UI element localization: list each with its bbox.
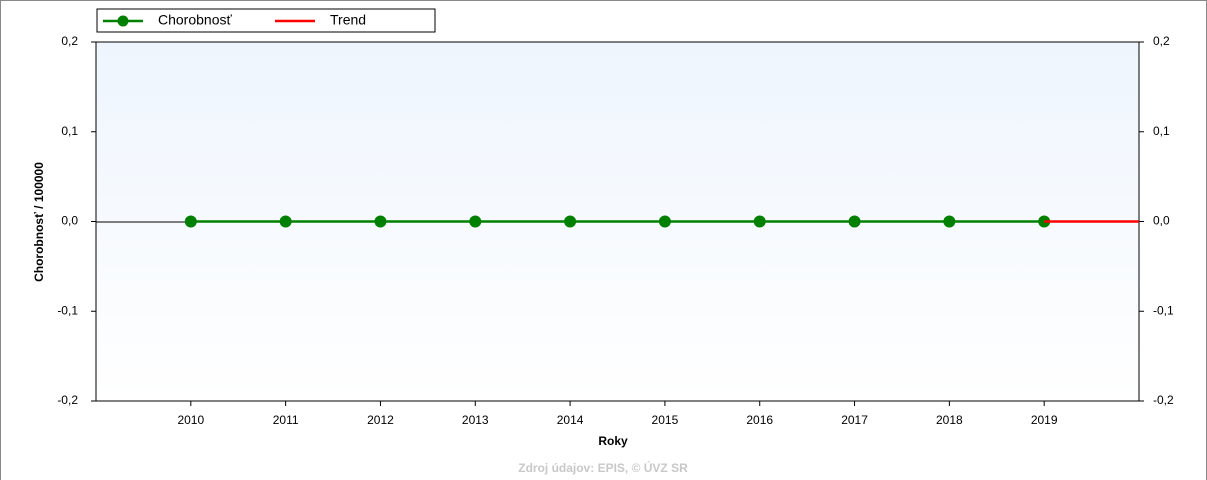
- x-tick-label: 2014: [557, 413, 584, 427]
- x-tick-label: 2018: [936, 413, 963, 427]
- x-tick-label: 2012: [367, 413, 394, 427]
- legend: [96, 8, 436, 33]
- y2-tick-label: -0,1: [1153, 303, 1174, 317]
- y2-tick-label: -0,2: [1153, 393, 1174, 407]
- x-tick-label: 2010: [177, 413, 204, 427]
- marker: [753, 215, 766, 228]
- x-axis-label: Roky: [598, 434, 628, 448]
- y-tick-label: -0,2: [57, 393, 78, 407]
- y-axis-label: Chorobnosť / 100000: [32, 162, 46, 282]
- y2-tick-label: 0,2: [1153, 34, 1170, 48]
- y2-tick-label: 0,0: [1153, 214, 1170, 228]
- source: Zdroj údajov: EPIS, © ÚVZ SR: [518, 460, 688, 475]
- y-tick-label: -0,1: [57, 303, 78, 317]
- y-tick-label: 0,2: [61, 34, 78, 48]
- x-tick-label: 2016: [746, 413, 773, 427]
- marker: [374, 215, 387, 228]
- marker: [469, 215, 482, 228]
- y-tick-label: 0,1: [61, 124, 78, 138]
- y-tick-label: 0,0: [61, 214, 78, 228]
- x-tick-label: 2017: [841, 413, 868, 427]
- legend-label: Chorobnosť: [158, 12, 232, 28]
- legend-label: Trend: [330, 12, 366, 28]
- marker: [279, 215, 292, 228]
- marker: [943, 215, 956, 228]
- marker: [658, 215, 671, 228]
- x-tick-label: 2013: [462, 413, 489, 427]
- x-tick-label: 2019: [1031, 413, 1058, 427]
- x-tick-label: 2011: [273, 413, 299, 427]
- marker: [848, 215, 861, 228]
- legend-marker: [117, 15, 129, 27]
- x-tick-label: 2015: [652, 413, 679, 427]
- marker: [184, 215, 197, 228]
- marker: [564, 215, 577, 228]
- y2-tick-label: 0,1: [1153, 124, 1170, 138]
